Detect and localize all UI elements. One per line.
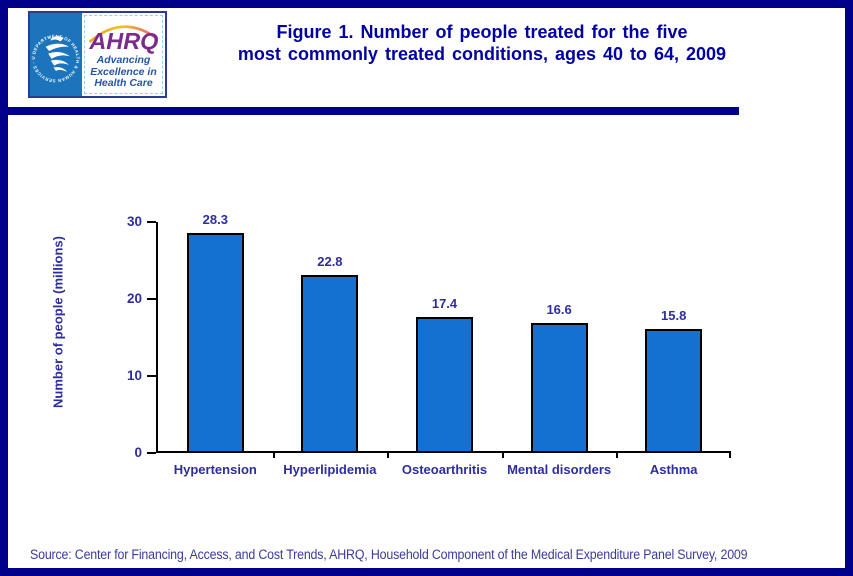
rainbow-arc-icon	[88, 25, 159, 43]
x-tick-3	[501, 451, 504, 458]
agency-logo: DEPARTMENT OF HEALTH & HUMAN SERVICES · …	[28, 11, 167, 98]
x-category-label-hypertension: Hypertension	[173, 462, 257, 477]
figure-title-line-1: Figure 1. Number of people treated for t…	[276, 22, 688, 42]
x-category-label-osteoarthritis: Osteoarthritis	[401, 462, 488, 477]
bar-hyperlipidemia	[301, 275, 359, 451]
x-tick-5	[729, 451, 731, 458]
y-tick-10	[147, 375, 156, 377]
y-tick-label-20: 20	[126, 291, 142, 306]
plot-area: 0 10 20 30 28.3 Hypertension 22.8 Hyperlipidemi…	[127, 213, 731, 477]
y-tick-label-10: 10	[126, 368, 142, 383]
hhs-eagle-icon: DEPARTMENT OF HEALTH & HUMAN SERVICES · …	[30, 13, 80, 83]
bar-value-asthma: 15.8	[661, 308, 687, 324]
x-category-label-asthma: Asthma	[649, 462, 698, 477]
bar-asthma	[645, 329, 703, 451]
hhs-logo: DEPARTMENT OF HEALTH & HUMAN SERVICES · …	[30, 13, 82, 96]
x-tick-4	[616, 451, 619, 458]
bar-mental-disorders	[530, 323, 588, 451]
eagle-glyph	[45, 36, 70, 72]
y-axis-title: Number of people (millions)	[50, 236, 66, 408]
y-tick-20	[147, 298, 156, 300]
bar-hypertension	[186, 233, 244, 451]
tagline-line-1: Advancing	[96, 54, 151, 66]
figure-title-line-2: most commonly treated conditions, ages 4…	[237, 44, 727, 64]
y-tick-0	[147, 452, 156, 454]
bar-osteoarthritis	[416, 317, 473, 451]
x-tick-1	[272, 451, 275, 458]
ahrq-acronym: AHRQ	[88, 28, 159, 54]
y-tick-30	[147, 221, 156, 223]
bar-value-mental-disorders: 16.6	[546, 302, 572, 318]
header-divider	[8, 107, 739, 115]
source-note: Source: Center for Financing, Access, an…	[30, 547, 748, 562]
y-tick-label-0: 0	[134, 445, 142, 460]
ahrq-logo: AHRQ Advancing Excellence in Health Care	[84, 15, 163, 94]
x-tick-2	[387, 451, 390, 458]
bar-value-hypertension: 28.3	[202, 212, 228, 228]
tagline-line-2: Excellence in	[90, 65, 157, 78]
y-tick-label-30: 30	[126, 214, 142, 229]
x-category-label-mental-disorders: Mental disorders	[507, 462, 612, 477]
bar-value-osteoarthritis: 17.4	[431, 296, 458, 312]
tagline-line-3: Health Care	[94, 77, 153, 89]
figure-title: Figure 1. Number of people treated for t…	[148, 21, 816, 65]
ahrq-tagline: Advancing Excellence in Health Care	[90, 54, 157, 90]
bar-value-hyperlipidemia: 22.8	[317, 254, 343, 270]
x-category-label-hyperlipidemia: Hyperlipidemia	[283, 462, 377, 477]
